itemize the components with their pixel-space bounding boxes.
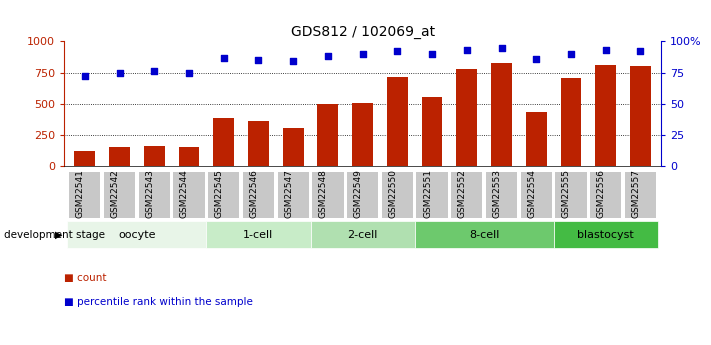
Point — [183, 70, 195, 75]
Text: ▶: ▶ — [55, 230, 63, 240]
Bar — [491, 62, 512, 166]
Point — [322, 53, 333, 59]
Text: GSM22547: GSM22547 — [284, 169, 293, 218]
FancyBboxPatch shape — [415, 221, 554, 248]
FancyBboxPatch shape — [382, 171, 413, 218]
Text: GSM22546: GSM22546 — [250, 169, 258, 218]
Text: GSM22551: GSM22551 — [423, 169, 432, 218]
FancyBboxPatch shape — [243, 171, 274, 218]
Title: GDS812 / 102069_at: GDS812 / 102069_at — [291, 25, 434, 39]
Text: GSM22548: GSM22548 — [319, 169, 328, 218]
Text: GSM22552: GSM22552 — [458, 169, 467, 218]
Text: 1-cell: 1-cell — [243, 230, 274, 240]
FancyBboxPatch shape — [625, 171, 656, 218]
Text: GSM22549: GSM22549 — [353, 169, 363, 218]
Bar — [560, 78, 582, 166]
Text: development stage: development stage — [4, 230, 105, 240]
FancyBboxPatch shape — [68, 221, 206, 248]
Text: GSM22544: GSM22544 — [180, 169, 189, 218]
Bar — [283, 128, 304, 166]
Point — [287, 59, 299, 64]
FancyBboxPatch shape — [451, 171, 482, 218]
FancyBboxPatch shape — [311, 221, 415, 248]
Point — [252, 57, 264, 63]
Point — [114, 70, 125, 75]
Bar — [318, 104, 338, 166]
FancyBboxPatch shape — [555, 171, 587, 218]
FancyBboxPatch shape — [173, 171, 205, 218]
Point — [530, 56, 542, 62]
Text: GSM22553: GSM22553 — [493, 169, 501, 218]
FancyBboxPatch shape — [554, 221, 658, 248]
Text: oocyte: oocyte — [118, 230, 156, 240]
FancyBboxPatch shape — [417, 171, 448, 218]
Bar — [422, 97, 442, 166]
FancyBboxPatch shape — [69, 171, 100, 218]
Point — [635, 49, 646, 54]
Bar — [456, 69, 477, 166]
Bar — [178, 147, 199, 166]
FancyBboxPatch shape — [520, 171, 552, 218]
Text: GSM22557: GSM22557 — [631, 169, 641, 218]
Text: GSM22542: GSM22542 — [110, 169, 119, 218]
Point — [392, 49, 403, 54]
Point — [496, 45, 507, 50]
FancyBboxPatch shape — [312, 171, 343, 218]
Point — [218, 55, 230, 60]
Text: GSM22545: GSM22545 — [215, 169, 224, 218]
Point — [427, 51, 438, 57]
Bar — [248, 121, 269, 166]
Point — [565, 51, 577, 57]
Point — [461, 47, 473, 53]
Point — [600, 47, 611, 53]
Bar — [109, 147, 130, 166]
Text: blastocyst: blastocyst — [577, 230, 634, 240]
Text: 2-cell: 2-cell — [348, 230, 378, 240]
FancyBboxPatch shape — [486, 171, 517, 218]
FancyBboxPatch shape — [590, 171, 621, 218]
Bar — [144, 146, 165, 166]
Text: GSM22541: GSM22541 — [76, 169, 85, 218]
Bar — [352, 102, 373, 166]
Bar — [595, 65, 616, 166]
FancyBboxPatch shape — [104, 171, 135, 218]
Point — [149, 69, 160, 74]
Bar — [387, 77, 407, 166]
Text: GSM22554: GSM22554 — [528, 169, 536, 218]
Bar — [75, 151, 95, 166]
Text: 8-cell: 8-cell — [469, 230, 499, 240]
Text: GSM22555: GSM22555 — [562, 169, 571, 218]
FancyBboxPatch shape — [139, 171, 170, 218]
Point — [79, 73, 90, 79]
Bar — [630, 66, 651, 166]
FancyBboxPatch shape — [277, 171, 309, 218]
Text: ■ count: ■ count — [64, 273, 107, 283]
FancyBboxPatch shape — [208, 171, 240, 218]
Text: GSM22556: GSM22556 — [597, 169, 606, 218]
FancyBboxPatch shape — [206, 221, 311, 248]
Text: GSM22543: GSM22543 — [145, 169, 154, 218]
FancyBboxPatch shape — [347, 171, 378, 218]
Bar — [213, 118, 234, 166]
Text: ■ percentile rank within the sample: ■ percentile rank within the sample — [64, 297, 253, 307]
Point — [357, 51, 368, 57]
Text: GSM22550: GSM22550 — [388, 169, 397, 218]
Bar — [526, 112, 547, 166]
